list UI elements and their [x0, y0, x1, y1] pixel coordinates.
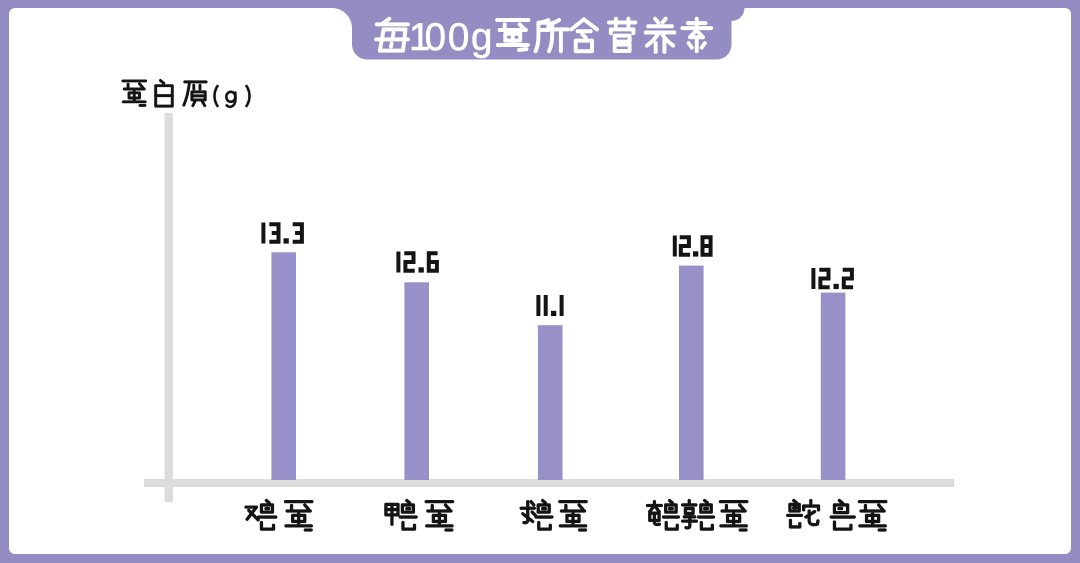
svg-text:0: 0 [448, 16, 469, 59]
svg-text:0: 0 [425, 16, 446, 59]
svg-text:1: 1 [409, 16, 430, 59]
svg-text:g: g [471, 16, 492, 59]
